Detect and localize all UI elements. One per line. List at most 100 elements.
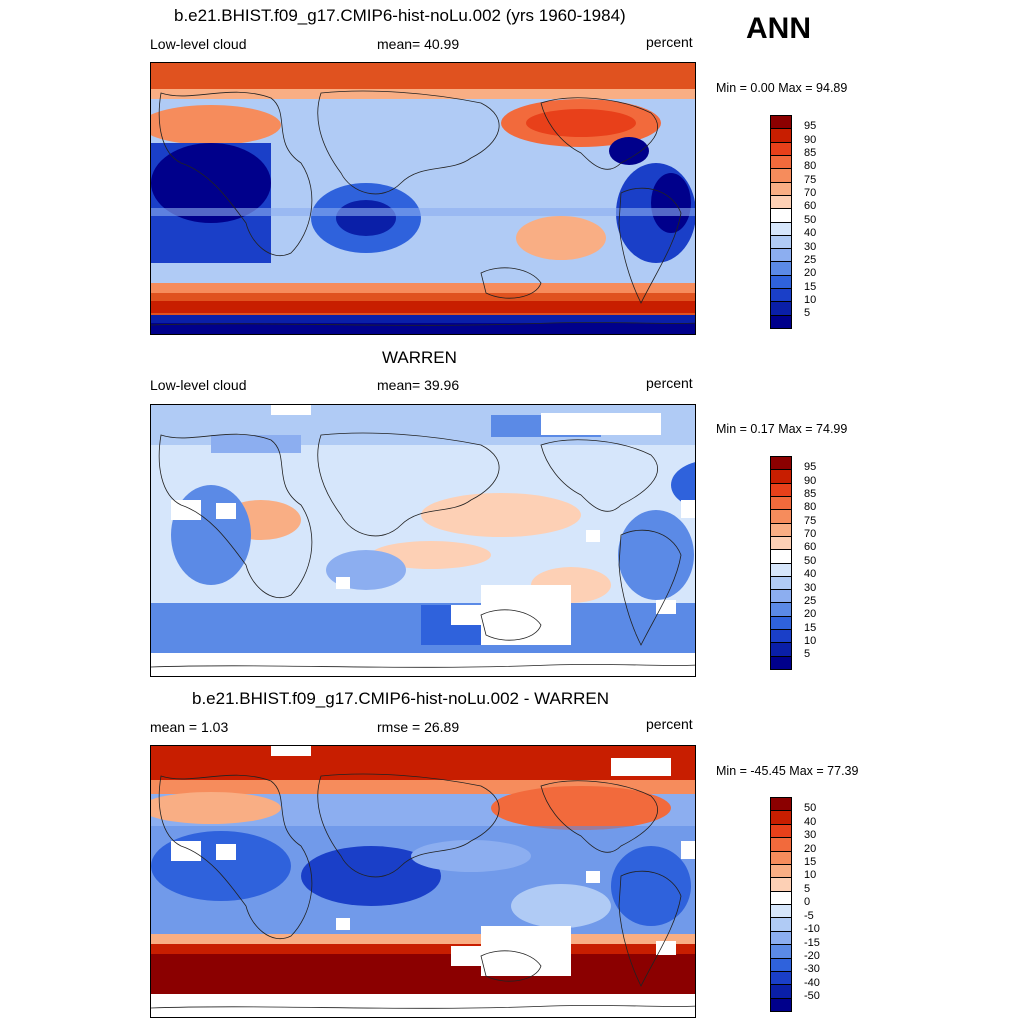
panel3-colorbar-label: 20: [804, 842, 817, 855]
panel1-colorbar-swatch: [771, 302, 791, 316]
panel3-colorbar-swatch: [771, 798, 791, 812]
panel2-colorbar-label: 75: [804, 514, 817, 527]
panel2-colorbar-label: 80: [804, 501, 817, 514]
panel1-colorbar-swatch: [771, 209, 791, 223]
panel2-colorbar-label: 50: [804, 554, 817, 567]
panel3-colorbar-label: -50: [804, 990, 820, 1003]
panel3-colorbar-label: 15: [804, 855, 817, 868]
panel1-colorbar-swatch: [771, 182, 791, 196]
panel3-colorbar-label: -10: [804, 923, 820, 936]
panel1-colorbar-label: 5: [804, 307, 811, 320]
panel1-colorbar-swatch: [771, 249, 791, 263]
panel2-map: [150, 404, 696, 677]
panel1-colorbar-label: 90: [804, 133, 817, 146]
panel1-colorbar-swatch: [771, 155, 791, 170]
panel3-colorbar-swatch: [771, 998, 791, 1011]
panel2-title: WARREN: [382, 348, 457, 367]
panel2-colorbar-swatch: [771, 550, 791, 564]
panel1-colorbar: [770, 115, 792, 329]
panel3-colorbar-label: 50: [804, 802, 817, 815]
panel2-colorbar-swatch: [771, 616, 791, 631]
panel3-colorbar-swatch: [771, 878, 791, 892]
panel1-colorbar-label: 95: [804, 120, 817, 133]
panel2-colorbar-label: 60: [804, 541, 817, 554]
panel3-colorbar-label: -15: [804, 936, 820, 949]
panel3-colorbar-swatch: [771, 811, 791, 825]
panel2-colorbar-label: 25: [804, 594, 817, 607]
panel2-colorbar-label: 10: [804, 635, 817, 648]
panel1-colorbar-label: 85: [804, 146, 817, 159]
panel3-units: percent: [646, 716, 693, 732]
panel2-colorbar-swatch: [771, 603, 791, 617]
panel3-title: b.e21.BHIST.f09_g17.CMIP6-hist-noLu.002 …: [192, 689, 610, 708]
panel1-colorbar-label: 10: [804, 294, 817, 307]
panel1-colorbar-swatch: [771, 315, 791, 328]
panel2-colorbar-swatch: [771, 496, 791, 511]
panel3-colorbar-swatch: [771, 864, 791, 879]
panel2-colorbar-label: 85: [804, 487, 817, 500]
panel2-colorbar-swatch: [771, 483, 791, 497]
panel3-colorbar-swatch: [771, 824, 791, 839]
panel2-units: percent: [646, 375, 693, 391]
panel2-colorbar-label: 20: [804, 608, 817, 621]
panel3-map: [150, 745, 696, 1018]
panel1-colorbar-swatch: [771, 169, 791, 183]
panel2-center-label: mean= 39.96: [377, 377, 460, 393]
panel2-colorbar: [770, 456, 792, 670]
panel3-colorbar-label: -5: [804, 909, 814, 922]
panel1-colorbar-label: 60: [804, 200, 817, 213]
panel3-colorbar-label: 5: [804, 882, 811, 895]
panel3-colorbar-swatch: [771, 931, 791, 946]
panel2-minmax: Min = 0.17 Max = 74.99: [716, 422, 848, 436]
panel3-colorbar-label: 40: [804, 815, 817, 828]
panel3-colorbar-swatch: [771, 971, 791, 986]
panel2-colorbar-swatch: [771, 630, 791, 644]
panel2-colorbar-label: 30: [804, 581, 817, 594]
panel2-colorbar-label: 70: [804, 528, 817, 541]
panel1-left-label: Low-level cloud: [150, 36, 247, 52]
panel2-colorbar-swatch: [771, 656, 791, 669]
panel1-colorbar-label: 25: [804, 253, 817, 266]
panel3-center-label: rmse = 26.89: [377, 719, 460, 735]
panel3-colorbar-label: 30: [804, 829, 817, 842]
panel3-colorbar-label: 10: [804, 869, 817, 882]
panel2-colorbar-swatch: [771, 523, 791, 537]
panel2-left-label: Low-level cloud: [150, 377, 247, 393]
panel2-colorbar-swatch: [771, 643, 791, 657]
panel1-title: b.e21.BHIST.f09_g17.CMIP6-hist-noLu.002 …: [174, 6, 626, 25]
panel1-colorbar-swatch: [771, 129, 791, 143]
panel2-colorbar-swatch: [771, 510, 791, 524]
panel3-colorbar-swatch: [771, 851, 791, 865]
panel1-map: [150, 62, 696, 335]
panel1-colorbar-swatch: [771, 116, 791, 130]
panel1-colorbar-label: 70: [804, 187, 817, 200]
panel1-colorbar-label: 80: [804, 160, 817, 173]
panel1-colorbar-swatch: [771, 289, 791, 303]
panel1-colorbar-label: 30: [804, 240, 817, 253]
panel2-colorbar-swatch: [771, 536, 791, 551]
panel2-colorbar-swatch: [771, 563, 791, 577]
panel2-colorbar-label: 5: [804, 648, 811, 661]
panel1-colorbar-swatch: [771, 222, 791, 236]
panel3-colorbar-swatch: [771, 838, 791, 852]
panel1-colorbar-swatch: [771, 195, 791, 210]
panel1-colorbar-swatch: [771, 262, 791, 276]
panel2-colorbar-label: 15: [804, 621, 817, 634]
panel1-colorbar-label: 40: [804, 227, 817, 240]
panel1-minmax: Min = 0.00 Max = 94.89: [716, 81, 848, 95]
panel2-colorbar-label: 95: [804, 461, 817, 474]
panel1-colorbar-swatch: [771, 275, 791, 290]
panel1-colorbar-label: 20: [804, 267, 817, 280]
panel2-colorbar-label: 90: [804, 474, 817, 487]
season-label: ANN: [746, 12, 811, 45]
panel3-colorbar-swatch: [771, 891, 791, 905]
panel1-colorbar-swatch: [771, 142, 791, 156]
panel3-colorbar-swatch: [771, 985, 791, 999]
panel1-colorbar-label: 75: [804, 173, 817, 186]
panel1-colorbar-label: 50: [804, 213, 817, 226]
panel2-colorbar-swatch: [771, 576, 791, 591]
panel3-colorbar-swatch: [771, 918, 791, 932]
panel3-minmax: Min = -45.45 Max = 77.39: [716, 764, 859, 778]
panel3-colorbar: [770, 797, 792, 1012]
panel2-colorbar-swatch: [771, 457, 791, 471]
